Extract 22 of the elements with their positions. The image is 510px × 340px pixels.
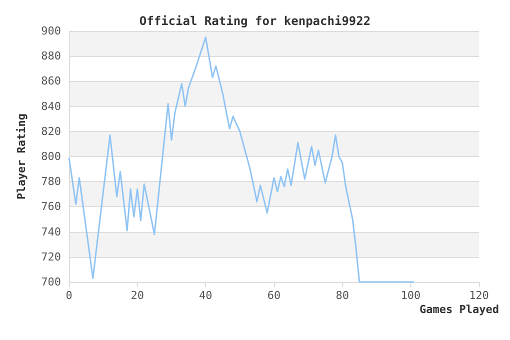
line-series <box>68 36 415 283</box>
y-tick-label: 720 <box>41 250 61 264</box>
y-tick-label: 740 <box>41 225 61 238</box>
chart-title: Official Rating for kenpachi9922 <box>139 14 371 28</box>
x-tick-label: 40 <box>199 289 212 302</box>
x-tick-label: 60 <box>267 289 281 302</box>
x-tick-label: 100 <box>400 289 421 302</box>
y-axis-title: Player Rating <box>15 113 28 200</box>
x-tick-label: 0 <box>66 289 72 302</box>
x-tick-label: 20 <box>130 289 144 302</box>
y-tick-label: 820 <box>41 124 61 138</box>
y-tick-label: 700 <box>41 276 61 288</box>
y-tick-label: 780 <box>41 175 61 188</box>
y-tick-label: 880 <box>41 50 61 63</box>
y-tick-label: 840 <box>41 100 61 113</box>
y-tick-label: 900 <box>41 24 61 38</box>
x-axis-title: Games Played <box>420 303 499 316</box>
y-tick-label: 760 <box>41 200 61 214</box>
x-tick-label: 120 <box>469 289 489 302</box>
y-tick-label: 860 <box>41 74 61 88</box>
y-tick-label: 800 <box>41 150 61 163</box>
x-tick-label: 80 <box>336 289 349 302</box>
